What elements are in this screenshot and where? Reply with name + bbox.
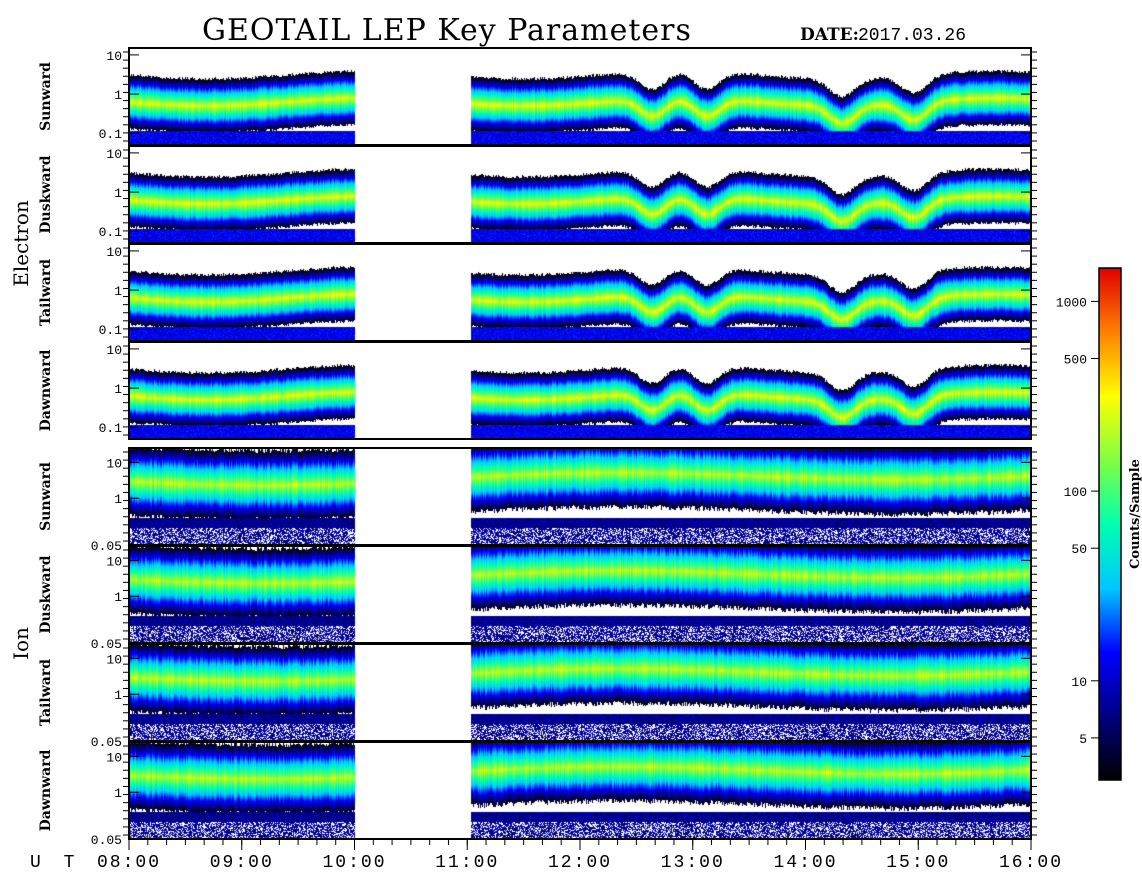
y-tick-label: 0.1 [99, 323, 123, 338]
colorbar-tick-label: 5 [1079, 732, 1087, 747]
colorbar-tick-label: 50 [1071, 542, 1087, 557]
y-tick-label: 1 [114, 186, 122, 201]
colorbar-scale [1098, 267, 1122, 781]
chart-title: GEOTAIL LEP Key Parameters [202, 13, 692, 48]
date-label: DATE: [800, 25, 859, 45]
electron-dawnward-spectrogram [129, 342, 1031, 439]
y-tick-label: 10 [106, 456, 122, 471]
panel-label: Sunward [38, 462, 54, 531]
y-tick-label: 0.05 [91, 637, 122, 652]
x-tick-label: 15:00 [886, 853, 950, 873]
colorbar-tick-label: 1000 [1056, 295, 1087, 310]
y-tick-label: 10 [106, 750, 122, 765]
x-tick-label: 12:00 [548, 853, 612, 873]
electron-tailward-spectrogram [129, 244, 1031, 341]
colorbar: 1000 500 100 50 10 5 Counts/Sample [1056, 267, 1142, 781]
y-tick-label: 0.05 [91, 539, 122, 554]
y-tick-label: 0.1 [99, 127, 123, 142]
y-tick-label: 1 [114, 492, 122, 507]
y-tick-label: 0.1 [99, 421, 123, 436]
y-tick-label: 10 [106, 554, 122, 569]
y-tick-label: 1 [114, 590, 122, 605]
y-tick-label: 0.1 [99, 225, 123, 240]
y-tick-label: 10 [106, 343, 122, 358]
time-axis: U T 08:00 09:00 10:00 11:00 12:00 13:00 14:00 15… [30, 838, 1063, 873]
colorbar-tick-label: 500 [1064, 353, 1087, 368]
panel-label: Duskward [38, 155, 54, 233]
x-tick-label: 11:00 [435, 853, 499, 873]
x-tick-label: 09:00 [210, 853, 274, 873]
ion-duskward-spectrogram [129, 546, 1031, 643]
panel-label: Dawnward [38, 749, 54, 831]
y-tick-label: 10 [106, 147, 122, 162]
y-tick-label: 1 [114, 88, 122, 103]
y-tick-label: 0.05 [91, 735, 122, 750]
ion-tailward-spectrogram [129, 644, 1031, 741]
panel-axes: Sunward 10 1 0.1 Duskward 10 1 0.1 Tailward 10 1 0.… [9, 47, 1037, 848]
x-tick-label: 16:00 [999, 853, 1063, 873]
x-axis-prefix: U T [30, 853, 80, 873]
y-tick-label: 1 [114, 284, 122, 299]
panel-label: Dawnward [38, 349, 54, 431]
colorbar-tick-label: 100 [1064, 485, 1087, 500]
y-tick-label: 10 [106, 245, 122, 260]
x-tick-label: 08:00 [97, 853, 161, 873]
y-tick-label: 0.05 [91, 833, 122, 848]
ion-sunward-spectrogram [129, 448, 1031, 545]
y-tick-label: 10 [106, 652, 122, 667]
electron-duskward-spectrogram [129, 146, 1031, 243]
electron-sunward-spectrogram [129, 48, 1031, 145]
panel-label: Sunward [38, 62, 54, 131]
panel-label: Tailward [38, 259, 54, 326]
panel-label: Tailward [38, 659, 54, 726]
y-tick-label: 1 [114, 688, 122, 703]
x-tick-label: 13:00 [661, 853, 725, 873]
ion-dawnward-spectrogram [129, 742, 1031, 839]
group-label: Electron [9, 200, 33, 287]
y-tick-label: 1 [114, 786, 122, 801]
y-tick-label: 1 [114, 382, 122, 397]
spectrogram-panels [129, 48, 1031, 839]
panel-label: Duskward [38, 555, 54, 633]
panel-frame [128, 341, 1032, 440]
colorbar-tick-label: 10 [1071, 675, 1087, 690]
group-label: Ion [9, 627, 33, 660]
x-tick-label: 10:00 [322, 853, 386, 873]
colorbar-label: Counts/Sample [1128, 459, 1142, 569]
y-tick-label: 10 [106, 49, 122, 64]
date-value: 2017.03.26 [858, 26, 966, 46]
x-tick-label: 14:00 [773, 853, 837, 873]
